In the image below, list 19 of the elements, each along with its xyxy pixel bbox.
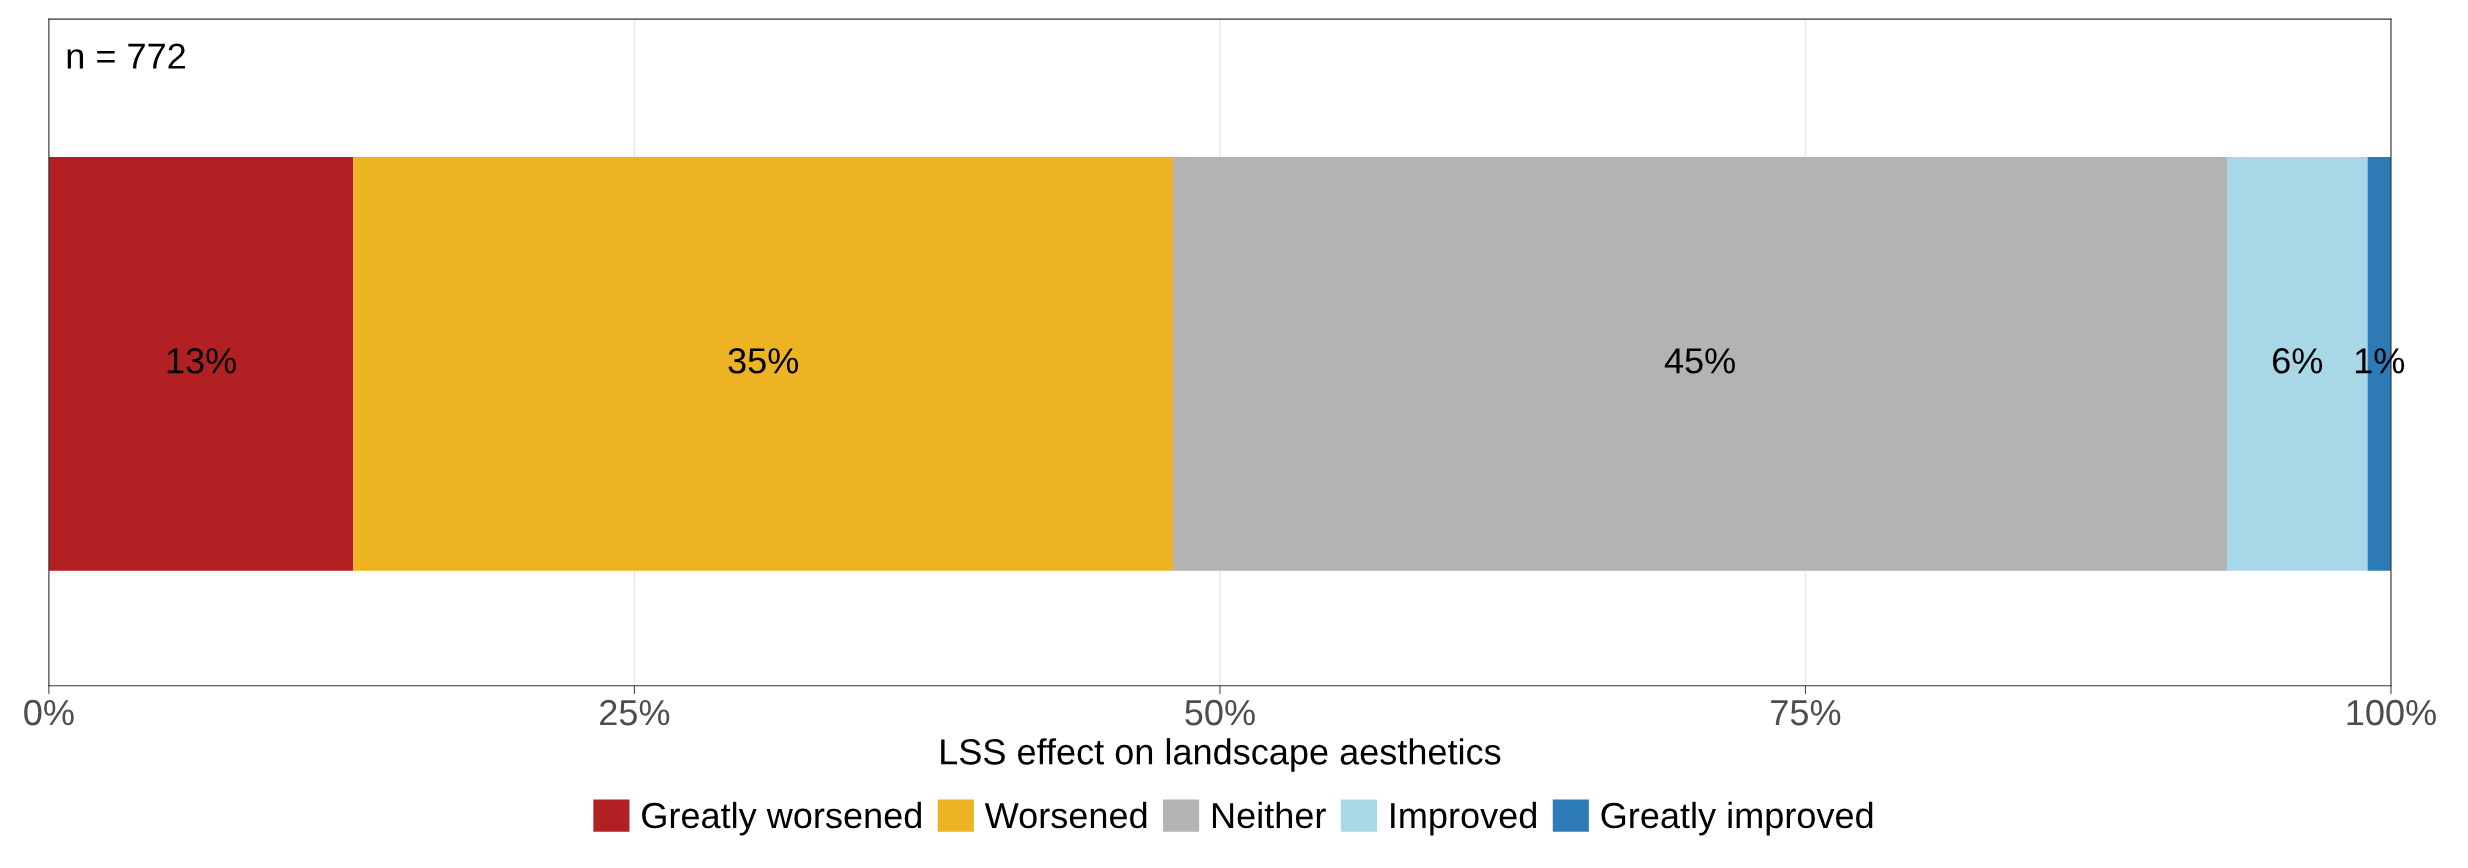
data-label: 13%	[167, 348, 236, 374]
data-label: 6%	[2273, 348, 2323, 374]
x-tick-label: 100%	[2347, 699, 2436, 726]
legend-label: Neither	[1212, 801, 1326, 829]
legend-label: Improved	[1391, 801, 1536, 836]
legend-label: Greatly worsened	[642, 801, 921, 836]
bar	[353, 157, 1174, 571]
x-tick-label: 0%	[24, 699, 74, 726]
bar	[1173, 157, 2228, 571]
x-tick-label: 25%	[600, 699, 670, 726]
x-axis-title: LSS effect on landscape aesthetics	[941, 738, 1501, 772]
x-tick-label: 75%	[1771, 700, 1841, 726]
data-label: 45%	[1664, 348, 1735, 374]
x-tick-label: 50%	[1185, 699, 1255, 726]
data-label: 35%	[728, 348, 799, 374]
bar	[48, 157, 354, 571]
legend-label: Worsened	[984, 801, 1147, 829]
legend-label: Greatly improved	[1601, 801, 1873, 836]
text: n = 772	[67, 43, 185, 69]
